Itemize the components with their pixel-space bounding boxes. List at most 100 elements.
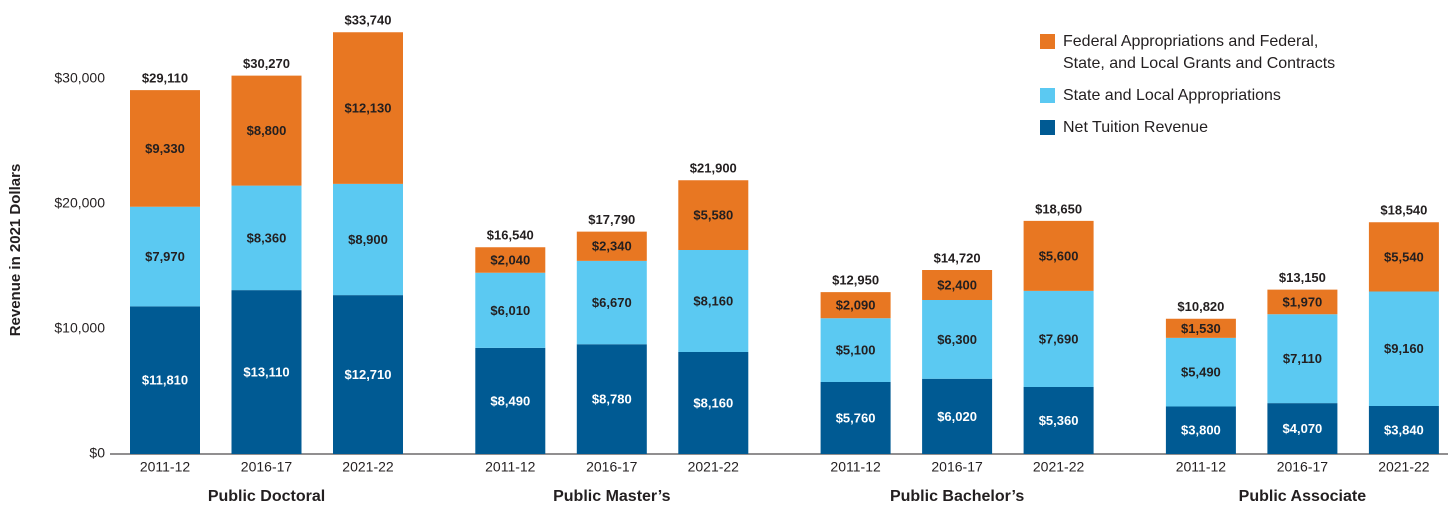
bar-total-label: $18,540 — [1380, 203, 1427, 218]
y-tick-label: $10,000 — [54, 320, 105, 336]
bar-value-label: $5,580 — [693, 208, 733, 223]
bar-segment — [231, 185, 302, 291]
x-tick-label: 2016-17 — [241, 459, 293, 475]
y-tick-label: $20,000 — [54, 195, 105, 211]
bar-value-label: $3,800 — [1181, 423, 1221, 438]
bar-value-label: $4,070 — [1283, 421, 1323, 436]
group-label: Public Master’s — [553, 488, 670, 505]
bar-value-label: $5,600 — [1039, 248, 1079, 263]
bar-segment — [231, 290, 302, 454]
group-label: Public Doctoral — [208, 488, 325, 505]
bar-segment — [922, 300, 993, 379]
bar-value-label: $2,090 — [836, 298, 876, 313]
bar-segment — [1023, 387, 1094, 454]
x-tick-label: 2011-12 — [140, 459, 191, 475]
x-tick-label: 2011-12 — [830, 459, 881, 475]
bar-segment — [576, 260, 647, 345]
bar-segment — [1267, 403, 1338, 454]
x-tick-label: 2016-17 — [931, 459, 983, 475]
x-tick-label: 2016-17 — [1277, 459, 1329, 475]
bar-segment — [475, 247, 546, 273]
bar-value-label: $6,020 — [937, 409, 977, 424]
x-tick-label: 2021-22 — [688, 459, 740, 475]
bar-segment — [1165, 337, 1236, 407]
bar-value-label: $12,710 — [345, 367, 392, 382]
bar-segment — [475, 347, 546, 454]
bar-value-label: $7,110 — [1283, 351, 1322, 366]
bar-value-label: $1,530 — [1181, 321, 1221, 336]
bar-total-label: $13,150 — [1279, 270, 1326, 285]
bar-total-label: $17,790 — [588, 212, 635, 227]
legend-item: State and Local Appropriations — [1040, 85, 1360, 107]
bar-segment — [1267, 314, 1338, 404]
bar-value-label: $6,010 — [490, 303, 530, 318]
bar-value-label: $8,160 — [693, 395, 733, 410]
bar-segment — [820, 292, 891, 319]
bar-segment — [1023, 220, 1094, 291]
bar-total-label: $29,110 — [142, 71, 188, 86]
bar-segment — [576, 344, 647, 454]
bar-value-label: $5,760 — [836, 410, 876, 425]
bar-value-label: $8,780 — [592, 392, 632, 407]
bar-segment — [1368, 291, 1439, 406]
x-tick-label: 2021-22 — [1033, 459, 1085, 475]
bar-value-label: $5,490 — [1181, 365, 1221, 380]
legend-swatch — [1040, 34, 1055, 49]
bar-total-label: $16,540 — [487, 228, 534, 243]
bar-segment — [678, 180, 749, 250]
bar-value-label: $2,400 — [937, 277, 977, 292]
bar-segment — [475, 272, 546, 348]
bar-segment — [678, 250, 749, 352]
bar-segment — [1165, 406, 1236, 454]
bar-segment — [333, 295, 403, 454]
x-tick-label: 2021-22 — [1378, 459, 1430, 475]
legend-swatch — [1040, 88, 1055, 103]
bar-segment — [1368, 406, 1439, 454]
bar-segment — [130, 206, 200, 307]
bar-segment — [130, 306, 200, 454]
bar-segment — [678, 352, 749, 454]
group-label: Public Associate — [1239, 488, 1367, 505]
bar-total-label: $12,950 — [832, 273, 879, 288]
bar-value-label: $6,670 — [592, 295, 632, 310]
bar-value-label: $8,800 — [247, 123, 287, 138]
bar-value-label: $2,040 — [490, 252, 530, 267]
bar-segment — [1368, 222, 1439, 292]
bar-value-label: $12,130 — [345, 101, 392, 116]
legend-item: Net Tuition Revenue — [1040, 117, 1360, 139]
x-tick-label: 2011-12 — [485, 459, 536, 475]
bar-segment — [922, 270, 993, 300]
group-label: Public Bachelor’s — [890, 488, 1024, 505]
bar-value-label: $11,810 — [142, 373, 188, 388]
bar-segment — [333, 183, 403, 296]
bar-value-label: $7,970 — [145, 249, 185, 264]
legend-item: Federal Appropriations and Federal, Stat… — [1040, 31, 1360, 75]
bar-segment — [1165, 318, 1236, 338]
bar-segment — [333, 32, 403, 184]
legend-label: State and Local Appropriations — [1063, 87, 1281, 104]
legend-swatch — [1040, 120, 1055, 135]
bar-value-label: $8,160 — [693, 293, 733, 308]
bar-total-label: $10,820 — [1177, 299, 1224, 314]
bar-value-label: $13,110 — [243, 365, 289, 380]
bar-value-label: $5,100 — [836, 343, 876, 358]
bar-total-label: $14,720 — [934, 250, 981, 265]
bar-segment — [922, 378, 993, 454]
bar-value-label: $1,970 — [1283, 294, 1323, 309]
bar-value-label: $7,690 — [1039, 331, 1079, 346]
x-tick-label: 2016-17 — [586, 459, 638, 475]
x-tick-label: 2021-22 — [342, 459, 394, 475]
bar-total-label: $21,900 — [690, 161, 737, 176]
legend-label: Federal Appropriations and Federal, Stat… — [1063, 33, 1336, 72]
bar-segment — [1267, 289, 1338, 315]
legend-label: Net Tuition Revenue — [1063, 119, 1208, 136]
bar-value-label: $5,540 — [1384, 249, 1424, 264]
y-tick-label: $30,000 — [54, 70, 105, 86]
bar-value-label: $2,340 — [592, 239, 632, 254]
bar-value-label: $8,900 — [348, 232, 388, 247]
y-axis-label: Revenue in 2021 Dollars — [7, 164, 24, 337]
bar-segment — [576, 231, 647, 261]
bar-value-label: $9,160 — [1384, 341, 1424, 356]
